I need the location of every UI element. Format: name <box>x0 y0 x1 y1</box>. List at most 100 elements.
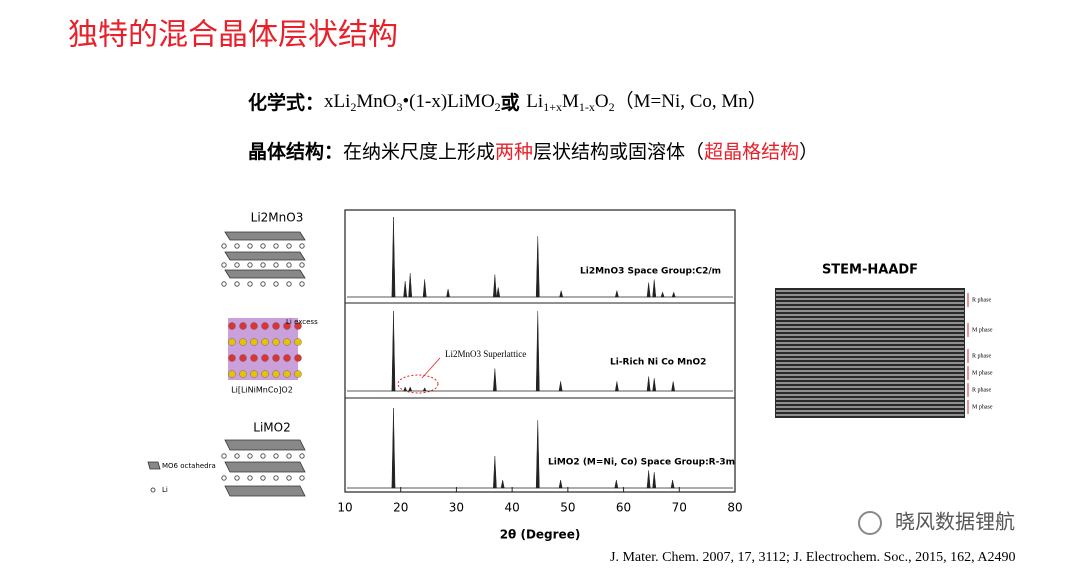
stripe <box>776 410 964 412</box>
atom <box>286 281 292 287</box>
atom <box>286 262 292 268</box>
atom <box>250 338 258 346</box>
atom-dots <box>221 243 305 481</box>
atom <box>261 370 269 378</box>
atom <box>273 281 279 287</box>
peak <box>646 282 651 298</box>
atom <box>260 475 266 481</box>
atom <box>250 370 258 378</box>
peak <box>403 280 408 298</box>
stripe <box>776 366 964 368</box>
atom <box>261 338 269 346</box>
peak <box>391 407 396 489</box>
atom <box>286 453 292 459</box>
peak <box>493 455 497 489</box>
atom <box>272 370 280 378</box>
series-label: Li-Rich Ni Co MnO2 <box>610 358 706 368</box>
stripe <box>776 358 964 360</box>
structure-line: 晶体结构：在纳米尺度上形成两种层状结构或固溶体（超晶格结构） <box>248 140 818 163</box>
peak <box>535 419 540 489</box>
peak <box>558 381 563 392</box>
peak <box>671 291 676 298</box>
stripe <box>776 326 964 328</box>
stripe <box>776 294 964 296</box>
text-segment: 晶体结构： <box>248 140 343 163</box>
atom <box>273 262 279 268</box>
text-segment: 两种 <box>495 141 533 163</box>
slide-title: 独特的混合晶体层状结构 <box>68 18 398 53</box>
text-segment: （M=Ni, Co, Mn） <box>615 90 767 112</box>
atom <box>286 243 292 249</box>
atom <box>273 475 279 481</box>
atom <box>228 354 236 362</box>
atom <box>221 262 227 268</box>
highlight-ellipse <box>397 374 439 394</box>
formula-line: 化学式：xLi2​MnO3​•(1-x)LiMO2​或 Li1+x​M1-x​O… <box>248 90 767 113</box>
x-tick-label: 80 <box>727 501 742 515</box>
atom <box>239 322 247 330</box>
stripe <box>776 394 964 396</box>
text-segment: 2 <box>495 100 501 114</box>
atom <box>239 370 247 378</box>
atom <box>272 322 280 330</box>
atom <box>283 370 291 378</box>
text-segment: M <box>562 91 579 112</box>
stripe <box>776 402 964 404</box>
phase-label: M phase <box>972 370 993 376</box>
atom <box>239 354 247 362</box>
text-segment: ） <box>799 141 818 163</box>
peak <box>422 387 427 392</box>
atom <box>294 354 302 362</box>
x-tick-label: 40 <box>505 501 520 515</box>
peak <box>446 288 450 298</box>
x-tick-label: 10 <box>337 501 352 515</box>
atom <box>234 243 240 249</box>
phase-label: M phase <box>972 327 993 333</box>
text-segment: 层状结构或固溶体（ <box>533 141 704 163</box>
x-tick-label: 60 <box>616 501 631 515</box>
text-segment: 在纳米尺度上形成 <box>343 141 495 163</box>
atom <box>272 354 280 362</box>
structure-label: Li2MnO3 <box>251 211 304 225</box>
stripe <box>776 322 964 324</box>
stripe <box>776 290 964 292</box>
stripe <box>776 362 964 364</box>
x-tick-label: 20 <box>393 501 408 515</box>
stripe <box>776 310 964 312</box>
peak <box>496 287 501 298</box>
stripe <box>776 354 964 356</box>
stripe <box>776 298 964 300</box>
stripe <box>776 406 964 408</box>
stripe <box>776 414 964 416</box>
stripe <box>776 386 964 388</box>
text-segment: 1-x <box>579 100 595 114</box>
legend-label: Li <box>162 486 168 494</box>
phase-label: R phase <box>972 387 992 393</box>
atom <box>261 354 269 362</box>
stripe <box>776 330 964 332</box>
x-axis-label: 2θ (Degree) <box>500 528 581 542</box>
stripe <box>776 342 964 344</box>
plot-frame <box>344 209 736 493</box>
atom <box>283 322 291 330</box>
atom <box>234 453 240 459</box>
legend-label: MO6 octahedra <box>162 462 216 470</box>
phase-label: R phase <box>972 353 992 359</box>
text-segment: 1+x <box>543 100 562 114</box>
stripe <box>776 314 964 316</box>
atom <box>234 475 240 481</box>
structure-label: LiMO2 <box>253 421 290 435</box>
stripe <box>776 350 964 352</box>
atom <box>250 354 258 362</box>
stripe <box>776 370 964 372</box>
atom <box>260 262 266 268</box>
stripe <box>776 306 964 308</box>
legend-marker <box>150 487 156 493</box>
atom <box>273 243 279 249</box>
watermark-icon <box>858 511 882 535</box>
stripe <box>776 378 964 380</box>
atom <box>273 453 279 459</box>
peak <box>403 386 408 392</box>
stripe <box>776 338 964 340</box>
